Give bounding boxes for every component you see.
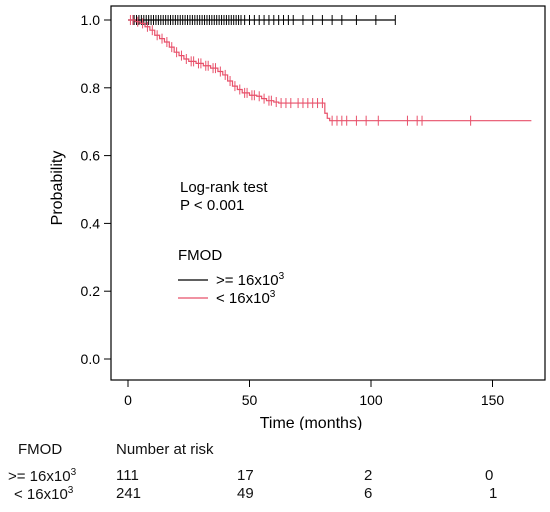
- y-tick-label: 1.0: [81, 12, 101, 28]
- risk-value: 49: [237, 485, 254, 502]
- x-tick-label: 50: [242, 392, 258, 408]
- risk-value: 6: [364, 485, 373, 502]
- risk-header-group: FMOD: [18, 441, 63, 458]
- risk-value: 17: [237, 467, 254, 484]
- risk-header-title: Number at risk: [116, 441, 214, 458]
- risk-value: 241: [116, 485, 142, 502]
- km-survival-chart: 0.0 0.2 0.4 0.6 0.8 1.0 0 50 100 150 Probability…: [49, 5, 546, 430]
- x-tick-label: 0: [124, 392, 132, 408]
- legend-title: FMOD: [178, 247, 222, 264]
- risk-value: 0: [485, 467, 494, 484]
- x-tick-label: 100: [359, 392, 383, 408]
- y-tick-label: 0.0: [81, 351, 101, 367]
- x-tick-label: 150: [481, 392, 505, 408]
- annotation-logrank: Log-rank test: [180, 179, 268, 196]
- survival-curves: [128, 15, 532, 126]
- y-tick-label: 0.8: [81, 80, 101, 96]
- y-tick-label: 0.4: [81, 215, 101, 231]
- y-axis: 0.0 0.2 0.4 0.6 0.8 1.0: [81, 12, 111, 367]
- legend-label-low: < 16x103: [216, 289, 276, 307]
- y-tick-label: 0.2: [81, 283, 101, 299]
- plot-frame: [110, 5, 546, 381]
- risk-row-label-low: < 16x103: [14, 485, 74, 503]
- annotation-pvalue: P < 0.001: [180, 197, 244, 214]
- risk-row-label-high: >= 16x103: [8, 467, 77, 485]
- risk-value: 2: [364, 467, 373, 484]
- survival-line-low: [128, 19, 532, 122]
- legend-label-high: >= 16x103: [216, 271, 285, 289]
- y-axis-label: Probability: [49, 151, 66, 226]
- risk-value: 111: [116, 467, 139, 484]
- x-axis-label: Time (months): [260, 415, 363, 430]
- y-tick-label: 0.6: [81, 148, 101, 164]
- risk-value: 1: [489, 485, 498, 502]
- x-axis: 0 50 100 150: [124, 380, 504, 408]
